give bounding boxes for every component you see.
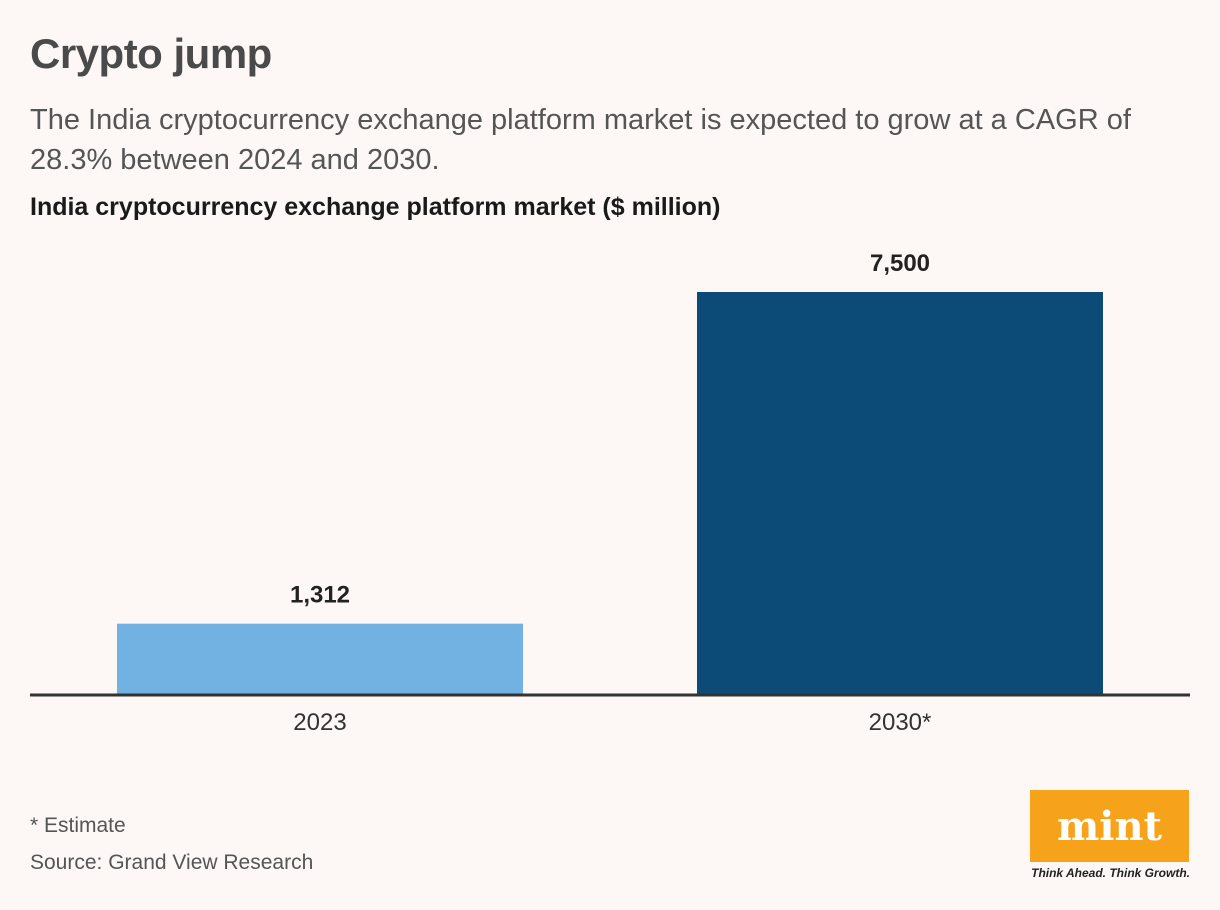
- chart-subheading: The India cryptocurrency exchange platfo…: [30, 104, 1131, 176]
- data-label: 7,500: [870, 250, 930, 277]
- chart-title: India cryptocurrency exchange platform m…: [30, 193, 721, 221]
- logo-text: mint: [1056, 802, 1163, 850]
- footnote: * Estimate: [30, 814, 126, 837]
- bar-chart: 1,312 2023 7,500 2030*: [30, 250, 1190, 736]
- x-tick-label: 2023: [293, 709, 346, 736]
- source-note: Source: Grand View Research: [30, 851, 314, 874]
- mint-logo: mint: [1030, 790, 1189, 862]
- bar-2030: [697, 292, 1103, 694]
- x-tick-label: 2030*: [869, 709, 932, 736]
- brand-tagline: Think Ahead. Think Growth.: [1031, 866, 1190, 880]
- chart-heading: Crypto jump: [30, 30, 272, 77]
- bar-2023: [117, 623, 523, 694]
- data-label: 1,312: [290, 582, 350, 609]
